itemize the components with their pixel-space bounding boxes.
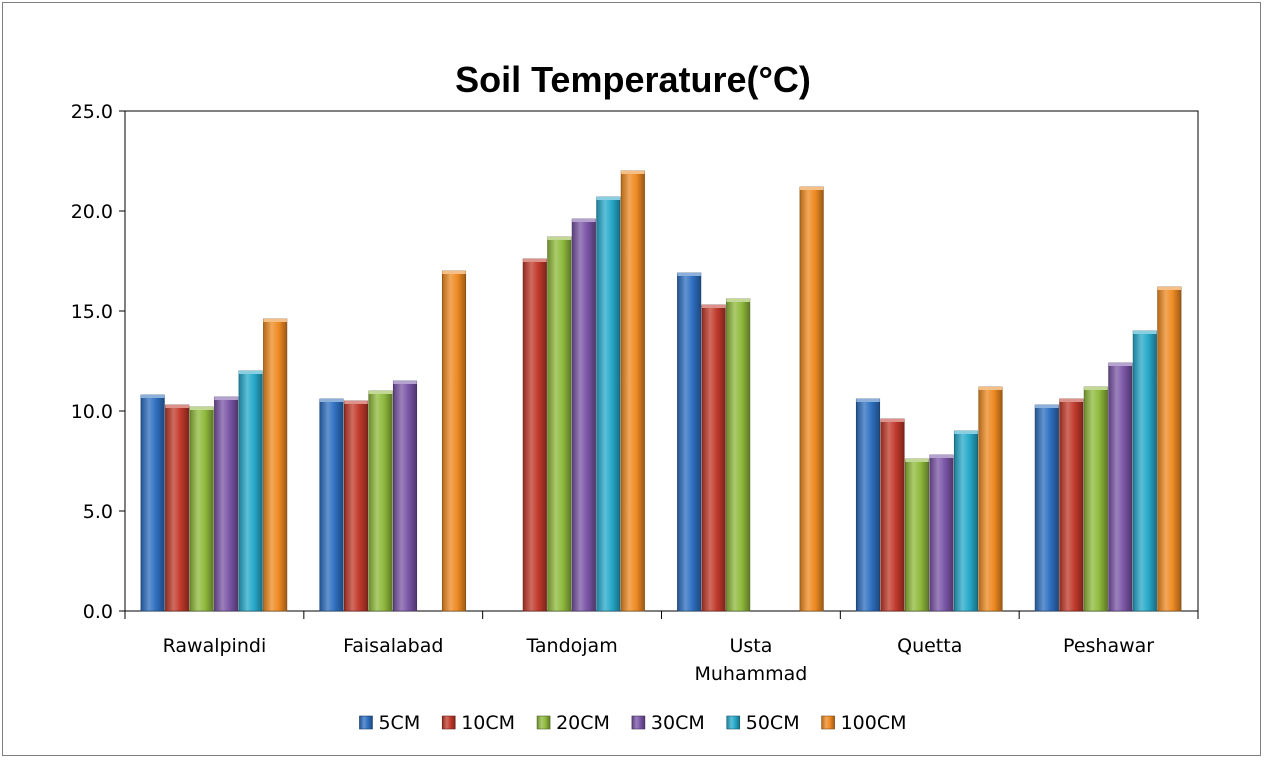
legend-swatch [727,716,740,729]
bar [597,197,621,611]
x-axis: Rawalpindi Faisalabad Tandojam Usta Muhammad… [125,611,1198,685]
legend-swatch [632,716,645,729]
bar [1084,387,1108,611]
bar [905,459,929,611]
legend-label: 30CM [651,712,705,734]
bar [800,187,824,611]
bar [239,371,263,611]
bar [442,271,466,611]
chart-title: Soil Temperature(°C) [455,59,811,100]
legend-item: 5CM [359,712,420,734]
legend-label: 10CM [461,712,515,734]
y-tick-label: 25.0 [71,101,113,123]
legend-label: 50CM [746,712,800,734]
y-tick-label: 10.0 [71,401,113,423]
y-tick-label: 0.0 [83,601,113,623]
bar [393,381,417,611]
y-tick-label: 15.0 [71,301,113,323]
bar [702,305,726,611]
bar [320,399,344,611]
bar [621,171,645,611]
y-axis: 0.0 5.0 10.0 15.0 20.0 25.0 [71,101,125,623]
bar [1109,363,1133,611]
bar [572,219,596,611]
legend-label: 20CM [556,712,610,734]
bar [1060,399,1084,611]
legend: 5CM 10CM 20CM 30CM 50CM 100CM [359,712,906,734]
bar [1133,331,1157,611]
legend-label: 100CM [841,712,907,734]
x-category-label: Tandojam [525,635,617,657]
bar [523,259,547,611]
bar [1035,405,1059,611]
bar [369,391,393,611]
x-category-label: Usta Muhammad [694,635,807,685]
y-tick-label: 20.0 [71,201,113,223]
bar [930,455,954,611]
bar [881,419,905,611]
bar [548,237,572,611]
bar [214,397,238,611]
legend-swatch [822,716,835,729]
legend-swatch [537,716,550,729]
bar [190,407,214,611]
bar [954,431,978,611]
bars [141,171,1181,611]
bar [979,387,1003,611]
legend-item: 20CM [537,712,610,734]
bar [1158,287,1182,611]
legend-item: 30CM [632,712,705,734]
x-category-label: Faisalabad [343,635,443,657]
bar [141,395,165,611]
legend-item: 10CM [442,712,515,734]
legend-label: 5CM [378,712,420,734]
legend-swatch [359,716,372,729]
bar [165,405,189,611]
legend-swatch [442,716,455,729]
legend-item: 50CM [727,712,800,734]
bar [263,319,287,611]
x-category-label: Peshawar [1063,635,1154,657]
legend-item: 100CM [822,712,907,734]
bar [726,299,750,611]
bar [856,399,880,611]
y-tick-label: 5.0 [83,501,113,523]
bar [344,401,368,611]
bar [677,273,701,611]
x-category-label: Rawalpindi [163,635,267,657]
x-category-label: Quetta [897,635,962,657]
